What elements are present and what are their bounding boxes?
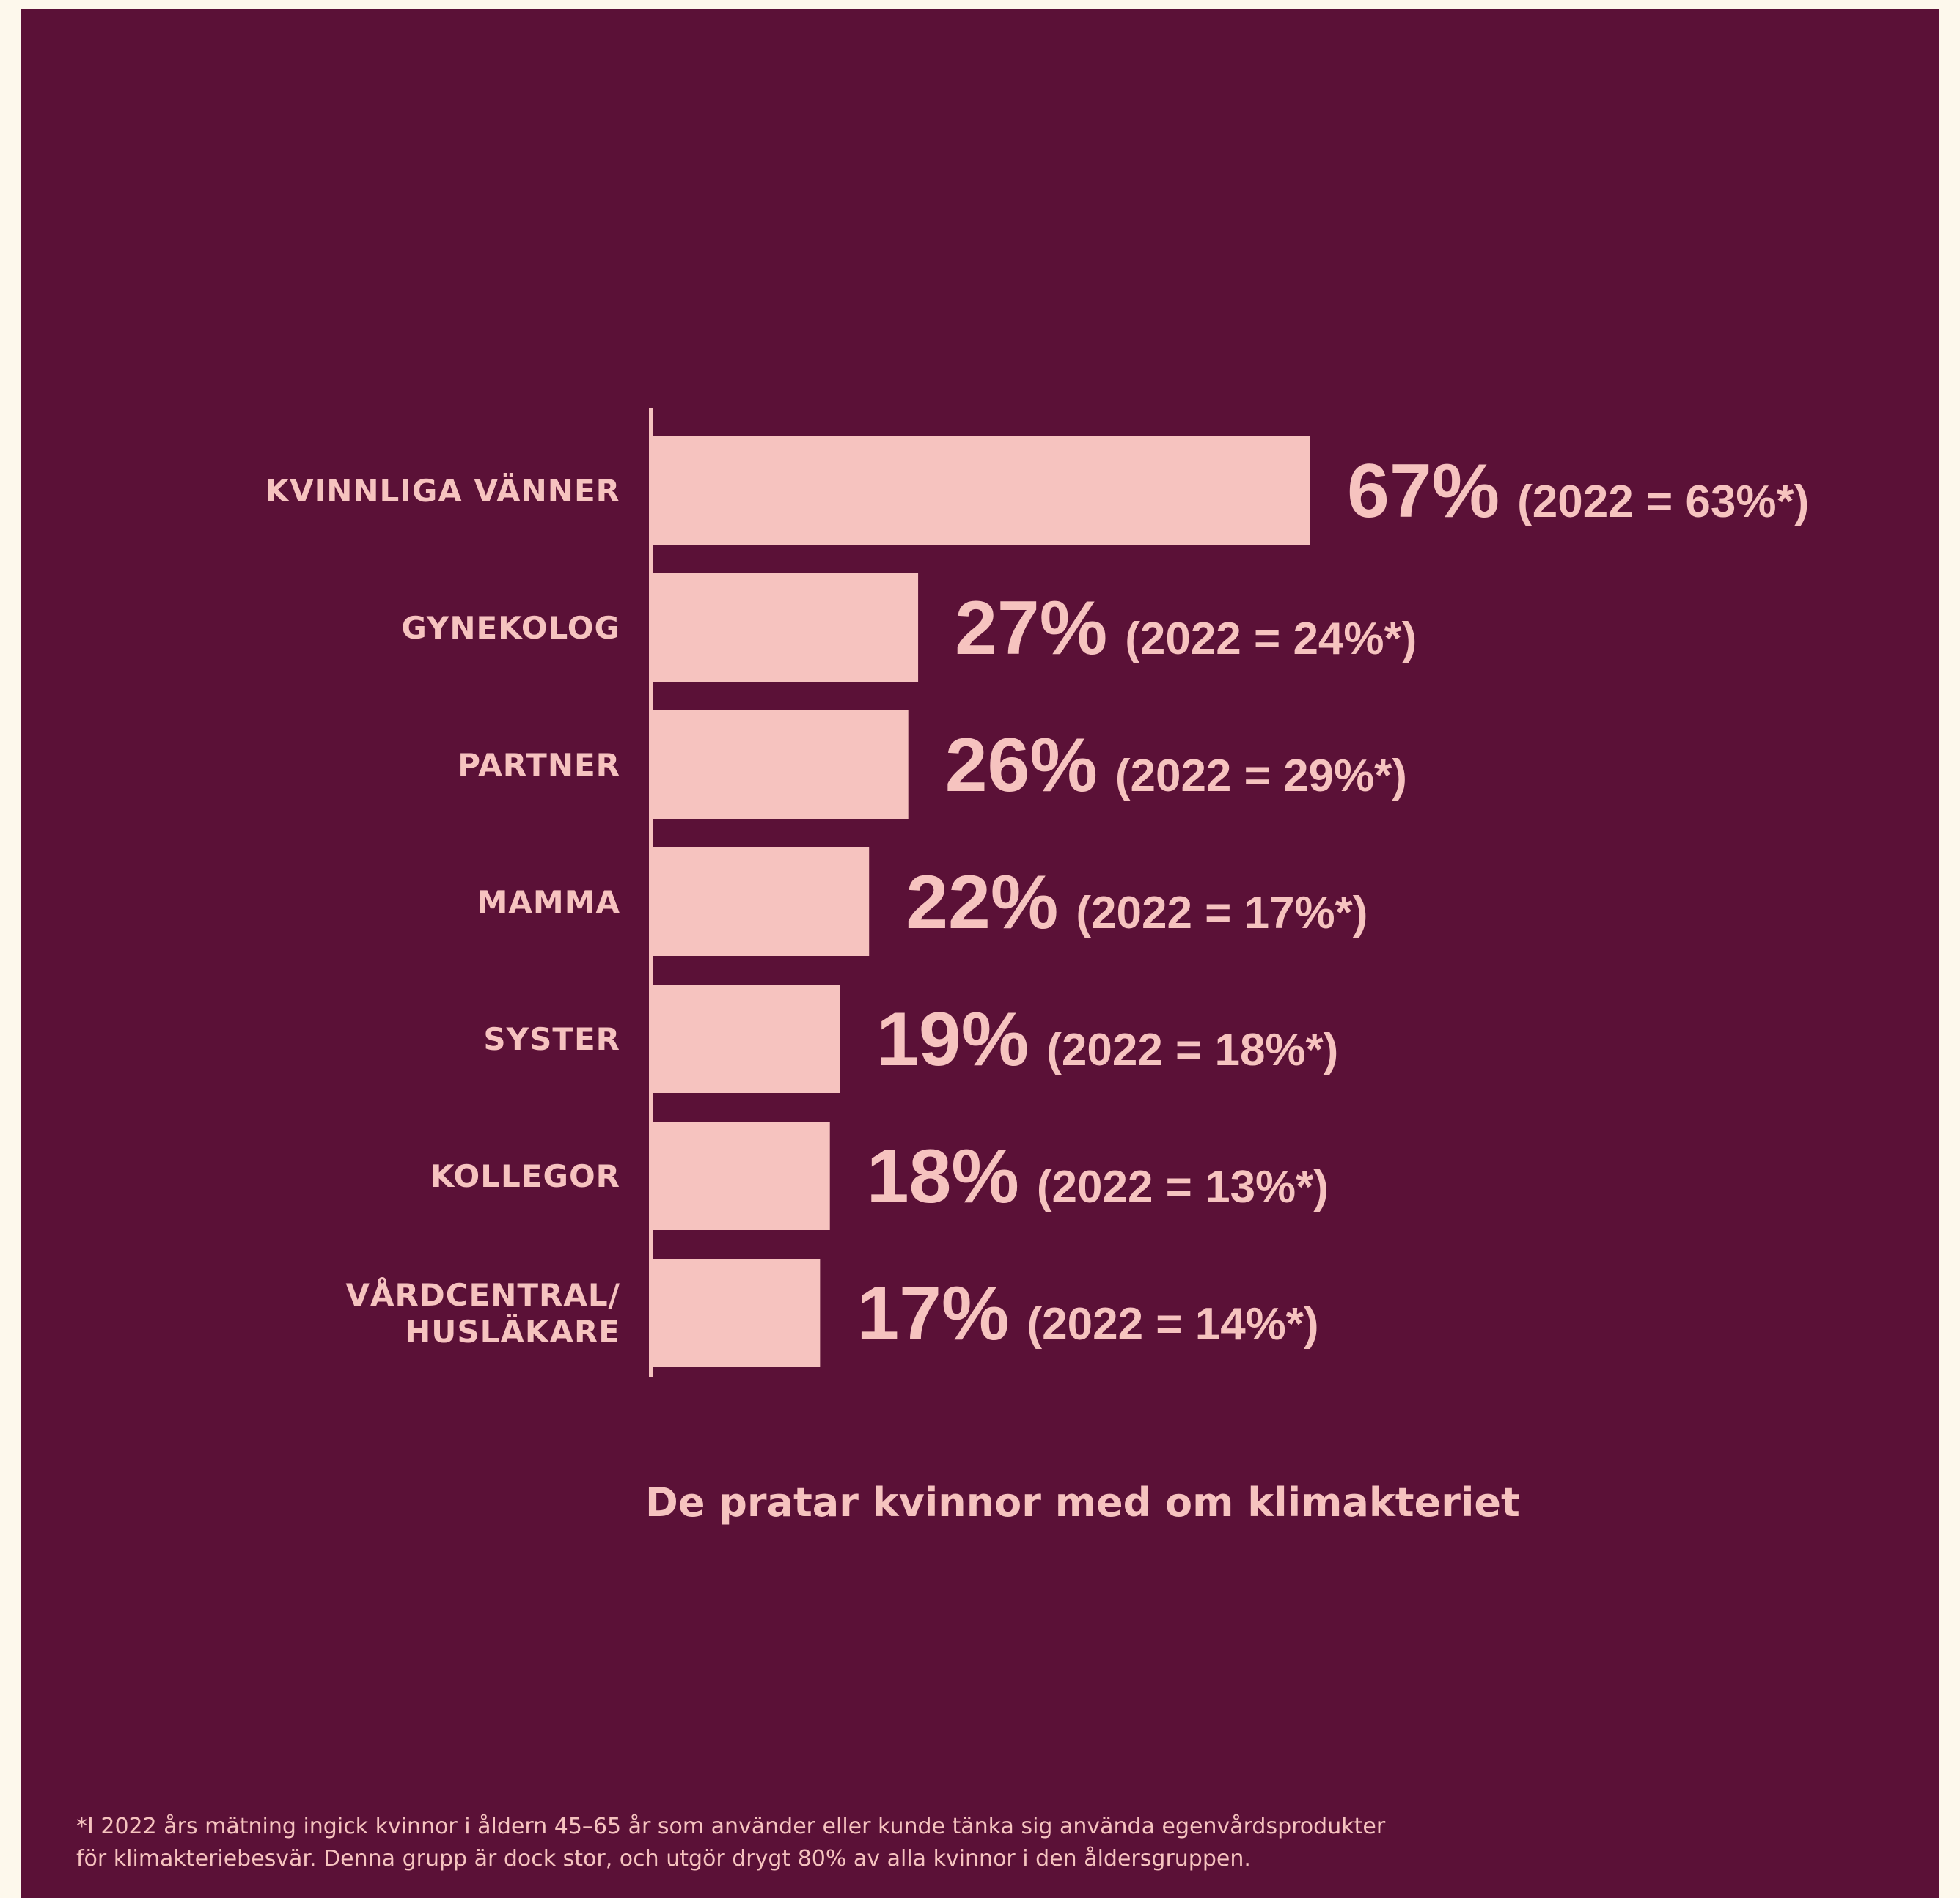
data-label: 67%	[1347, 449, 1500, 534]
bar	[653, 847, 870, 956]
category-label: HUSLÄKARE	[405, 1313, 620, 1350]
category-label: VÅRDCENTRAL/	[346, 1276, 620, 1313]
comparison-label: (2022 = 17%*)	[1076, 888, 1368, 938]
category-label: KOLLEGOR	[430, 1158, 620, 1194]
bar	[653, 573, 919, 682]
bar	[653, 1259, 821, 1367]
data-label: 19%	[876, 997, 1029, 1082]
data-label: 27%	[955, 586, 1107, 671]
comparison-label: (2022 = 13%*)	[1037, 1162, 1329, 1213]
bar-chart: KVINNLIGA VÄNNER 67% (2022 = 63%*) GYNEKOLO…	[265, 408, 1809, 1377]
category-label: PARTNER	[458, 747, 620, 783]
data-label: 22%	[906, 860, 1058, 945]
bar	[653, 985, 840, 1093]
bar	[653, 1122, 830, 1230]
comparison-label: (2022 = 18%*)	[1046, 1025, 1338, 1075]
bar	[653, 436, 1310, 545]
chart-card: KVINNLIGA VÄNNER 67% (2022 = 63%*) GYNEKOLO…	[21, 9, 1939, 1898]
footnote-line-1: *I 2022 års mätning ingick kvinnor i åld…	[76, 1814, 1386, 1839]
footnote-line-2: för klimakteriebesvär. Denna grupp är do…	[76, 1846, 1251, 1872]
comparison-label: (2022 = 14%*)	[1027, 1299, 1318, 1350]
category-label: GYNEKOLOG	[401, 610, 620, 646]
footnote: *I 2022 års mätning ingick kvinnor i åld…	[76, 1811, 1469, 1875]
comparison-label: (2022 = 63%*)	[1517, 477, 1809, 527]
category-label: SYSTER	[483, 1021, 620, 1057]
data-label: 26%	[945, 723, 1098, 808]
comparison-label: (2022 = 24%*)	[1125, 614, 1417, 664]
category-label: MAMMA	[477, 884, 620, 920]
chart-title: De pratar kvinnor med om klimakteriet	[645, 1479, 1520, 1526]
comparison-label: (2022 = 29%*)	[1115, 751, 1407, 801]
bar	[653, 710, 909, 819]
data-label: 18%	[867, 1134, 1019, 1219]
data-label: 17%	[856, 1271, 1009, 1356]
category-label: KVINNLIGA VÄNNER	[265, 472, 620, 509]
